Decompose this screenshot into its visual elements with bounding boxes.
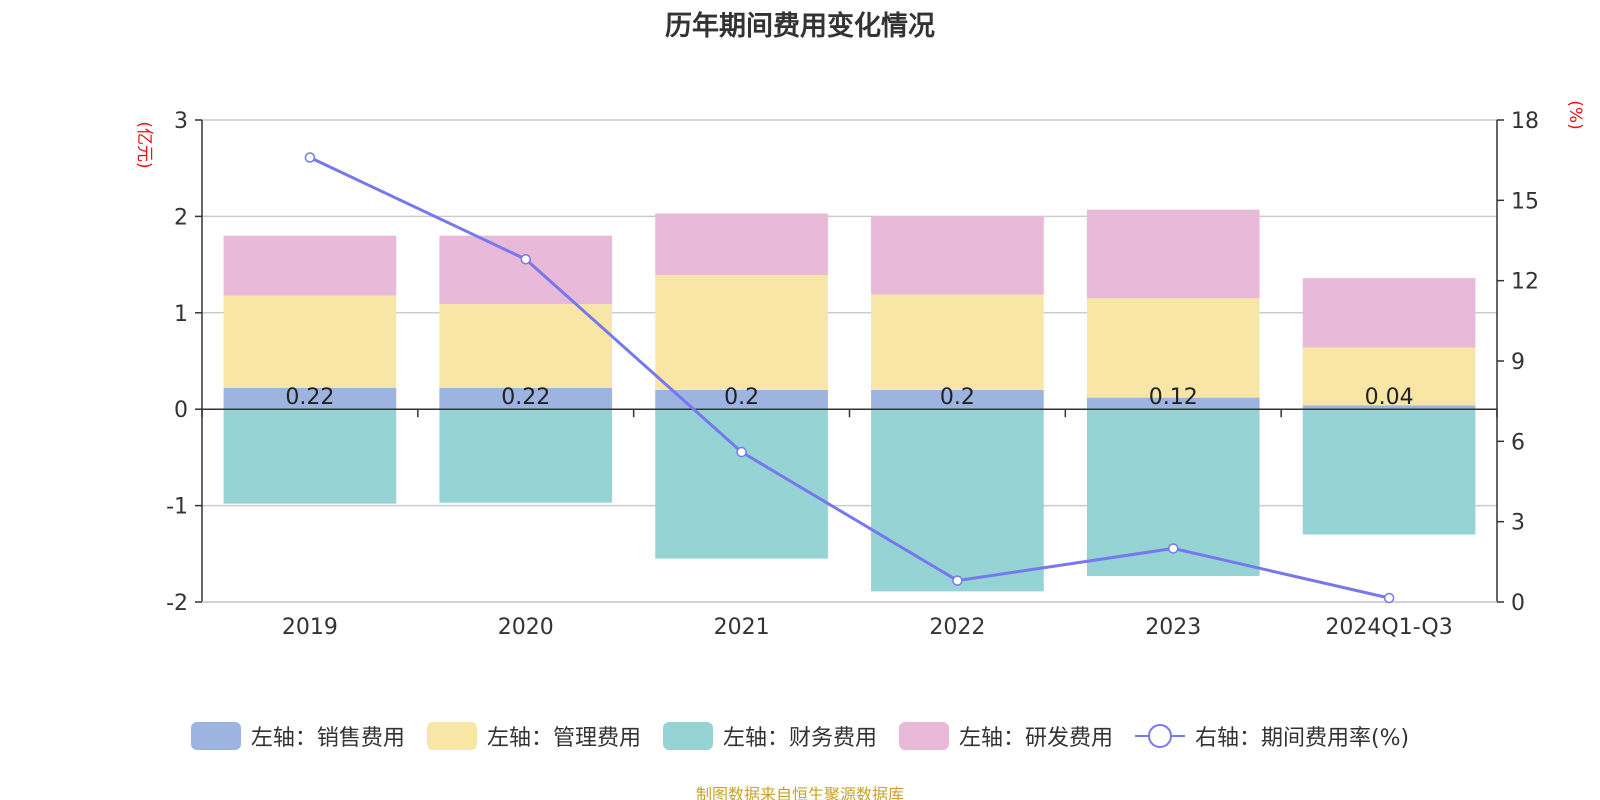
bar-series1-2021 bbox=[655, 275, 828, 390]
legend-item-2[interactable]: 左轴：财务费用 bbox=[662, 720, 877, 752]
bar-series1-2019 bbox=[223, 295, 397, 388]
right-axis-tick-label: 12 bbox=[1511, 270, 1539, 295]
data-label-sales: 0.22 bbox=[501, 385, 550, 410]
legend-label: 左轴：销售费用 bbox=[250, 726, 405, 751]
right-axis-tick-label: 3 bbox=[1511, 511, 1525, 536]
legend-swatch bbox=[662, 722, 713, 750]
legend-label: 左轴：财务费用 bbox=[722, 726, 877, 751]
bar-series0-2021 bbox=[655, 389, 828, 410]
data-labels: 0.22 0.22 0.2 0.2 0.12 0.04 bbox=[285, 385, 1413, 410]
legend: 左轴：销售费用 左轴：管理费用 左轴：财务费用 左轴：研发费用 右轴：期间费用率(%) bbox=[0, 720, 1600, 752]
right-axis-unit: (%) bbox=[1565, 100, 1585, 129]
bar-series3-2019 bbox=[223, 235, 397, 296]
left-axis-tick-label: -1 bbox=[166, 495, 188, 520]
bar-series2-2021 bbox=[655, 409, 828, 559]
bar-series3-2022 bbox=[871, 216, 1044, 295]
right-axis-tick-label: 9 bbox=[1511, 350, 1525, 375]
category-label: 2023 bbox=[1145, 615, 1201, 640]
expense-rate-line bbox=[304, 152, 1395, 604]
bar-series2-2019 bbox=[223, 409, 397, 504]
bar-series0-2023 bbox=[1086, 397, 1260, 410]
legend-label: 右轴：期间费用率(%) bbox=[1194, 726, 1410, 751]
line-point-2022 bbox=[952, 575, 963, 586]
line-point-2021 bbox=[736, 446, 747, 458]
line-point-2024Q1-Q3 bbox=[1383, 592, 1395, 604]
data-label-sales: 0.2 bbox=[940, 385, 975, 410]
bar-series0-2020 bbox=[439, 387, 613, 410]
legend-swatch bbox=[426, 722, 477, 750]
legend-line-marker-icon bbox=[1134, 722, 1185, 750]
category-label: 2024Q1-Q3 bbox=[1325, 615, 1452, 640]
legend-item-0[interactable]: 左轴：销售费用 bbox=[190, 720, 405, 752]
bar-series1-2024Q1-Q3 bbox=[1302, 347, 1476, 406]
data-label-sales: 0.2 bbox=[724, 385, 759, 410]
left-axis-tick-label: 0 bbox=[174, 398, 188, 423]
bar-series2-2024Q1-Q3 bbox=[1302, 409, 1476, 535]
source-note: 制图数据来自恒生聚源数据库 bbox=[695, 785, 904, 800]
bar-series0-2024Q1-Q3 bbox=[1302, 405, 1476, 410]
category-label: 2019 bbox=[282, 615, 338, 640]
left-axis-tick-label: 1 bbox=[174, 302, 188, 327]
data-label-sales: 0.12 bbox=[1149, 385, 1198, 410]
bars bbox=[223, 209, 1476, 592]
left-axis-unit: (亿元) bbox=[134, 121, 154, 168]
left-axis-tick-label: 3 bbox=[174, 109, 188, 134]
category-label: 2022 bbox=[929, 615, 985, 640]
bar-series3-2020 bbox=[439, 235, 613, 305]
legend-label: 左轴：研发费用 bbox=[958, 726, 1113, 751]
left-axis-tick-label: -2 bbox=[166, 591, 188, 616]
bar-series1-2020 bbox=[439, 304, 613, 388]
line-point-2023 bbox=[1168, 543, 1179, 554]
legend-item-4[interactable]: 右轴：期间费用率(%) bbox=[1134, 720, 1410, 752]
bar-series2-2020 bbox=[439, 409, 613, 503]
legend-label: 左轴：管理费用 bbox=[486, 726, 641, 751]
line-series-path bbox=[309, 156, 1390, 600]
right-axis-tick-label: 6 bbox=[1511, 430, 1525, 455]
bar-series1-2023 bbox=[1086, 298, 1260, 398]
legend-swatch bbox=[898, 722, 949, 750]
bar-series0-2019 bbox=[223, 387, 397, 410]
bar-series3-2021 bbox=[655, 213, 828, 276]
bar-series3-2024Q1-Q3 bbox=[1302, 278, 1476, 348]
legend-item-1[interactable]: 左轴：管理费用 bbox=[426, 720, 641, 752]
right-axis-tick-label: 15 bbox=[1511, 189, 1539, 214]
line-point-2019 bbox=[304, 152, 316, 163]
bar-series1-2022 bbox=[871, 294, 1044, 390]
data-label-sales: 0.22 bbox=[285, 385, 334, 410]
bar-series3-2023 bbox=[1086, 209, 1260, 299]
chart-title: 历年期间费用变化情况 bbox=[665, 11, 935, 42]
right-axis-tick-label: 0 bbox=[1511, 591, 1525, 616]
data-label-sales: 0.04 bbox=[1365, 385, 1414, 410]
line-point-2020 bbox=[520, 253, 531, 265]
bar-series0-2022 bbox=[871, 389, 1044, 410]
bar-series2-2022 bbox=[871, 409, 1044, 592]
legend-item-3[interactable]: 左轴：研发费用 bbox=[898, 720, 1113, 752]
category-label: 2020 bbox=[498, 615, 554, 640]
legend-swatch bbox=[190, 722, 241, 750]
right-axis-tick-label: 18 bbox=[1511, 109, 1539, 134]
left-axis-tick-label: 2 bbox=[174, 205, 188, 230]
category-label: 2021 bbox=[714, 615, 770, 640]
